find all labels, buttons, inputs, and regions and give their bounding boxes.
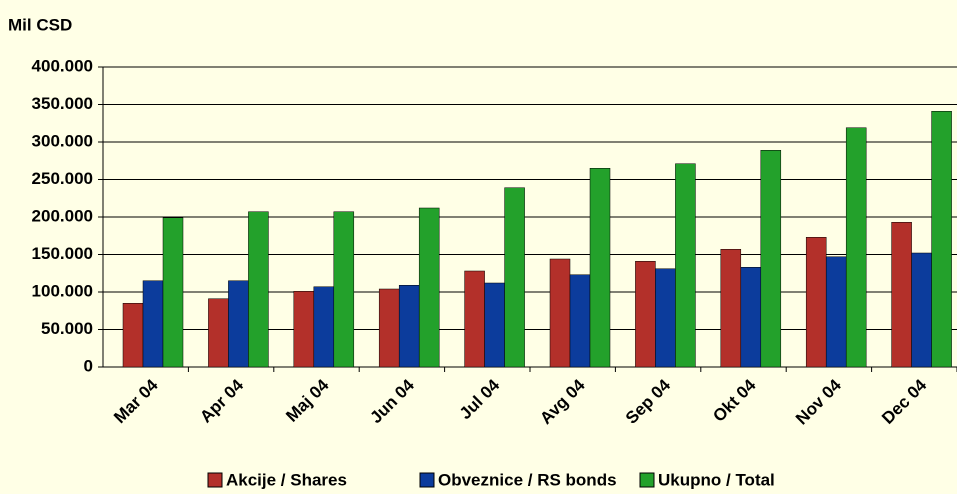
- bar: [162, 217, 184, 368]
- bar: [911, 252, 932, 368]
- y-tick-label: 150.000: [32, 244, 93, 263]
- legend-label: Ukupno / Total: [658, 470, 775, 489]
- bar: [418, 207, 440, 368]
- bar: [228, 280, 249, 368]
- bar: [675, 163, 696, 368]
- bar: [398, 285, 420, 368]
- bar: [122, 303, 144, 368]
- bar: [464, 270, 485, 368]
- chart-title: Mil CSD: [8, 15, 72, 34]
- bar: [740, 267, 762, 368]
- bar: [208, 298, 229, 368]
- y-tick-label: 350.000: [32, 94, 93, 113]
- bar: [142, 280, 164, 368]
- bar: [589, 168, 611, 368]
- legend-swatch: [639, 472, 655, 488]
- bar: [378, 288, 400, 368]
- legend-swatch: [419, 472, 435, 488]
- y-tick-label: 50.000: [41, 319, 93, 338]
- bar: [569, 274, 591, 368]
- legend-label: Obveznice / RS bonds: [438, 470, 617, 489]
- y-tick-label: 200.000: [32, 206, 93, 225]
- bar: [931, 111, 952, 368]
- y-tick-label: 100.000: [32, 281, 93, 300]
- y-tick-label: 300.000: [32, 131, 93, 150]
- bar: [333, 211, 355, 368]
- bar: [635, 261, 656, 368]
- bar: [891, 222, 912, 368]
- legend-swatch: [207, 472, 223, 488]
- bar: [504, 187, 525, 368]
- legend-label: Akcije / Shares: [226, 470, 347, 489]
- bar: [549, 258, 571, 368]
- bar: [805, 237, 827, 368]
- bar: [484, 282, 505, 368]
- bar: [720, 249, 742, 368]
- bar: [248, 211, 269, 368]
- bar: [293, 291, 315, 368]
- bar: [313, 286, 335, 368]
- bar: [845, 127, 867, 368]
- y-tick-label: 0: [84, 356, 93, 375]
- bar: [760, 150, 782, 368]
- y-tick-label: 250.000: [32, 169, 93, 188]
- bar: [655, 268, 676, 368]
- y-tick-label: 400.000: [32, 56, 93, 75]
- bar: [825, 256, 847, 368]
